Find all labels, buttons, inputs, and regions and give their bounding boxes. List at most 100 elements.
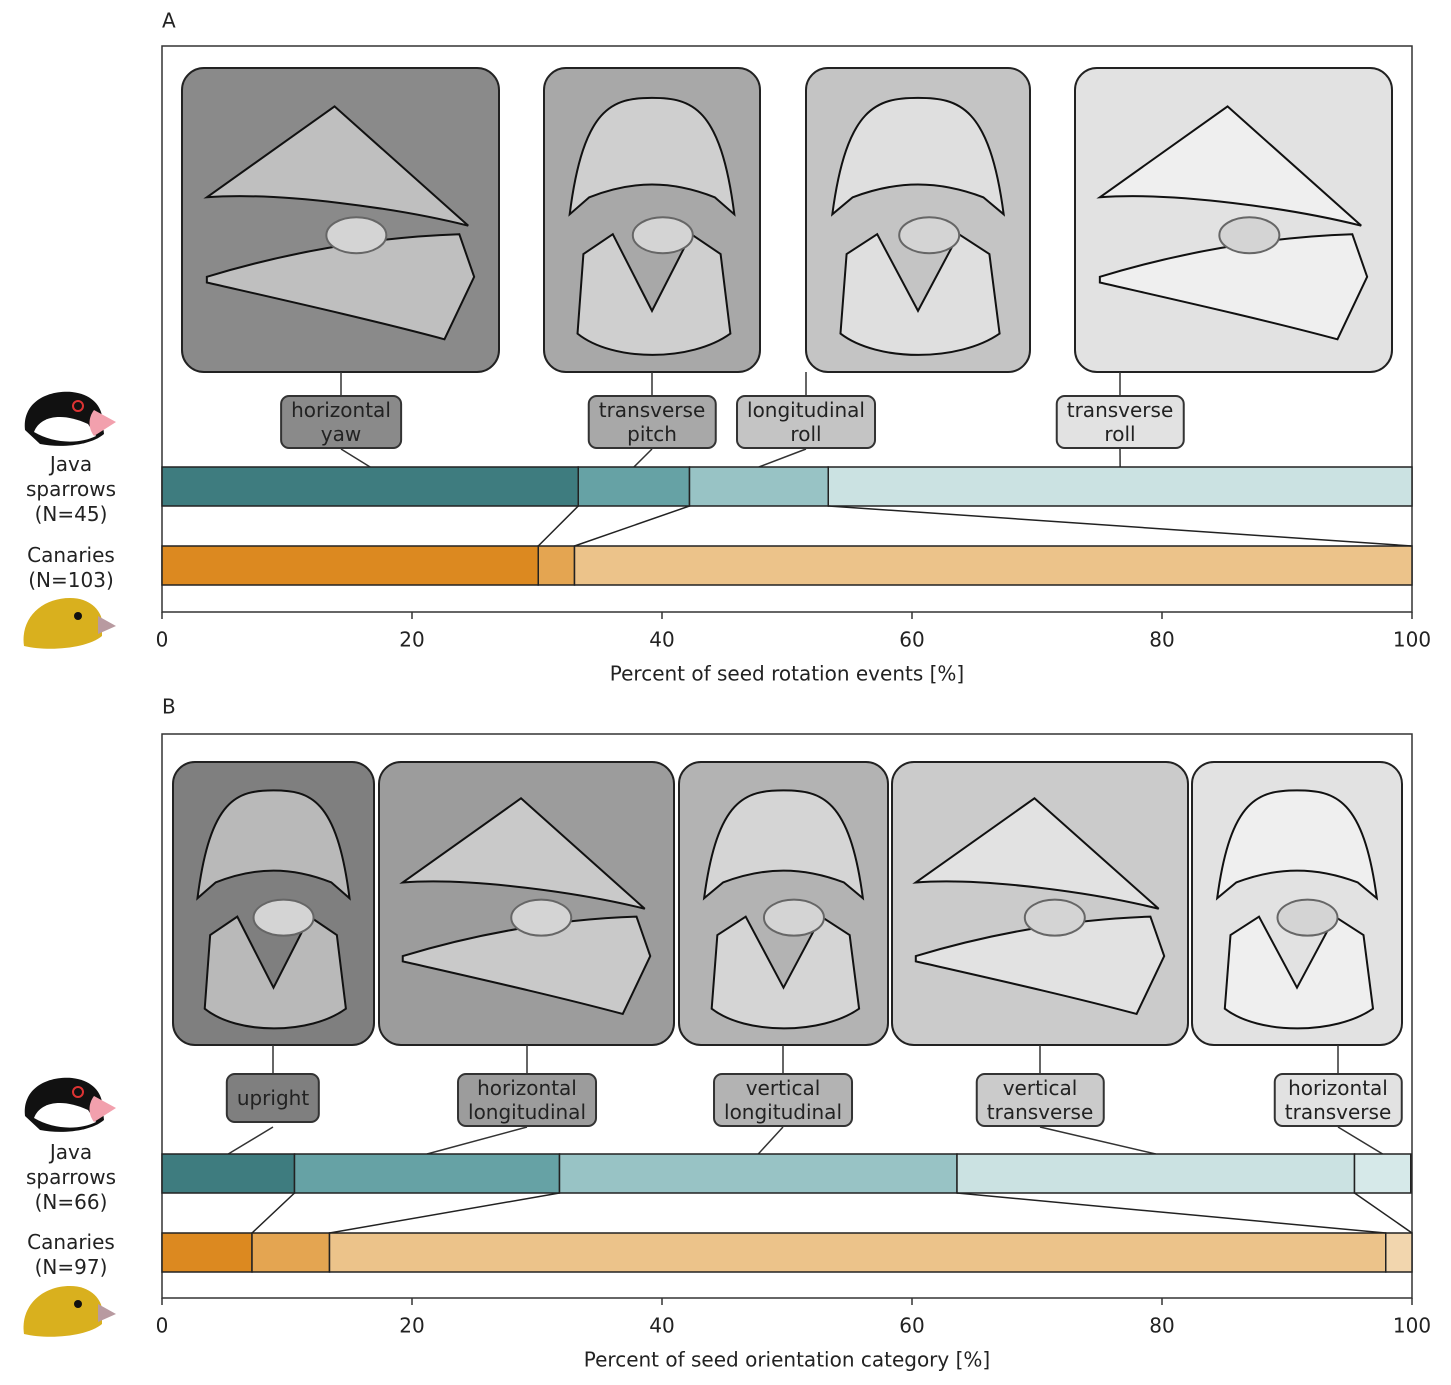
x-tick-label: 80 <box>1149 1314 1174 1338</box>
beak-drawing <box>1217 790 1377 1028</box>
java-sparrow-icon <box>24 1077 116 1132</box>
connector <box>227 1126 274 1155</box>
category-label: horizontal yaw <box>280 395 402 449</box>
link-line <box>828 505 1413 547</box>
beak <box>98 1304 116 1322</box>
seed <box>510 898 573 937</box>
lower-beak <box>916 917 1164 1014</box>
x-axis-title: Percent of seed orientation category [%] <box>584 1348 990 1372</box>
connector <box>1039 1126 1156 1155</box>
beak-drawing <box>704 790 863 1028</box>
upper-beak <box>1100 106 1361 225</box>
panel-label: A <box>162 9 176 33</box>
x-tick-label: 0 <box>156 628 169 652</box>
bar-segment <box>573 545 1413 586</box>
upper-beak <box>403 798 645 908</box>
connector <box>426 1126 528 1155</box>
row-label: Java sparrows (N=66) <box>25 1140 117 1214</box>
row-label: Canaries (N=103) <box>27 543 115 592</box>
beak <box>98 616 116 634</box>
eye <box>72 400 84 412</box>
link-line <box>1354 1192 1413 1234</box>
upper-beak <box>570 98 735 214</box>
lower-beak <box>840 234 999 355</box>
beak-drawing <box>570 98 735 355</box>
category-label: horizontal longitudinal <box>457 1073 597 1127</box>
category-label: longitudinal roll <box>736 395 876 449</box>
upper-beak <box>197 790 349 898</box>
lower-beak <box>403 917 651 1014</box>
java-sparrow-icon <box>24 391 116 446</box>
head <box>23 1286 102 1337</box>
seed <box>762 898 825 937</box>
bar-segment <box>558 1153 958 1194</box>
category-label: transverse roll <box>1055 395 1185 449</box>
eye <box>74 612 82 620</box>
x-tick-label: 20 <box>399 1314 424 1338</box>
bar-segment <box>161 545 539 586</box>
link-line <box>574 505 690 547</box>
lower-beak <box>712 917 859 1029</box>
seed <box>1023 898 1086 937</box>
seed <box>1218 216 1281 255</box>
beak-drawing <box>197 790 349 1028</box>
upper-beak <box>1217 790 1377 898</box>
lower-beak <box>578 234 731 355</box>
connector <box>757 1126 784 1155</box>
lower-beak <box>1225 917 1373 1029</box>
upper-beak <box>916 798 1159 908</box>
seed <box>252 898 315 937</box>
bar-segment <box>161 466 579 507</box>
connector <box>633 448 653 468</box>
bar-segment <box>827 466 1413 507</box>
x-tick-label: 60 <box>899 628 924 652</box>
link-line <box>329 1192 560 1234</box>
lower-beak <box>207 234 474 339</box>
beak-drawing <box>207 106 474 339</box>
category-label: transverse pitch <box>587 395 717 449</box>
connector <box>758 448 807 468</box>
x-tick-label: 40 <box>649 628 674 652</box>
bar-segment <box>1385 1232 1413 1273</box>
seed <box>325 216 388 255</box>
beak-drawing <box>1100 106 1367 339</box>
x-tick-label: 60 <box>899 1314 924 1338</box>
bar-segment <box>293 1153 561 1194</box>
category-label: vertical transverse <box>975 1073 1105 1127</box>
row-label: Java sparrows (N=45) <box>25 452 117 526</box>
category-label: upright <box>225 1073 321 1123</box>
head <box>23 598 102 649</box>
canary-icon <box>23 1286 116 1337</box>
eye <box>72 1086 84 1098</box>
bar-segment <box>251 1232 331 1273</box>
seed <box>898 216 961 255</box>
link-line <box>537 505 579 547</box>
bar-segment <box>577 466 691 507</box>
bar-segment <box>161 1153 296 1194</box>
bar-segment <box>1353 1153 1412 1194</box>
x-axis-title: Percent of seed rotation events [%] <box>610 662 964 686</box>
upper-beak <box>207 106 468 225</box>
panel-label: B <box>162 695 176 719</box>
link-line <box>956 1192 1386 1234</box>
upper-beak <box>704 790 863 898</box>
canary-icon <box>23 598 116 649</box>
seed <box>1276 898 1339 937</box>
beak-drawing <box>832 98 1003 355</box>
category-label: vertical longitudinal <box>713 1073 853 1127</box>
seed <box>631 216 694 255</box>
x-tick-label: 20 <box>399 628 424 652</box>
bar-segment <box>956 1153 1356 1194</box>
x-tick-label: 80 <box>1149 628 1174 652</box>
cheek <box>34 1103 96 1128</box>
x-tick-label: 100 <box>1393 1314 1431 1338</box>
plot-frame <box>161 733 1413 1299</box>
bar-segment <box>161 1232 253 1273</box>
beak-drawing <box>403 798 651 1014</box>
x-tick-label: 40 <box>649 1314 674 1338</box>
link-line <box>251 1192 296 1234</box>
cheek <box>34 417 96 442</box>
upper-beak <box>832 98 1003 214</box>
bar-segment <box>688 466 829 507</box>
